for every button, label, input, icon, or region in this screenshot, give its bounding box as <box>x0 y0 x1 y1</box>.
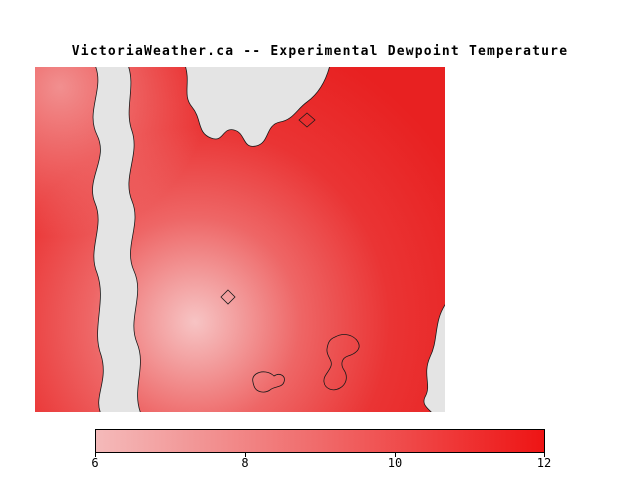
colorbar-gradient-bar <box>95 429 545 453</box>
islet-diamond-central <box>220 289 236 305</box>
tick-mark-8 <box>245 453 246 457</box>
water-east-strait <box>423 304 445 412</box>
islet-diamond-north <box>298 112 316 128</box>
water-north-bay <box>185 67 330 147</box>
tick-mark-6 <box>95 453 96 457</box>
water-saanich-inlet <box>92 67 141 412</box>
tick-label-12: 12 <box>536 456 552 470</box>
tick-label-6: 6 <box>91 456 99 470</box>
page-title: VictoriaWeather.ca -- Experimental Dewpo… <box>71 44 569 59</box>
dewpoint-map <box>35 67 445 412</box>
colorbar-legend: 6 8 10 12 °C2026/04/20 17:04 <box>91 429 551 480</box>
tick-mark-12 <box>544 453 545 457</box>
island-outline-west <box>252 371 285 393</box>
tick-label-8: 8 <box>241 456 249 470</box>
tick-mark-10 <box>395 453 396 457</box>
tick-label-10: 10 <box>387 456 403 470</box>
colorbar-caption: °C2026/04/20 17:04 <box>95 471 545 480</box>
island-outline-east <box>323 334 360 391</box>
